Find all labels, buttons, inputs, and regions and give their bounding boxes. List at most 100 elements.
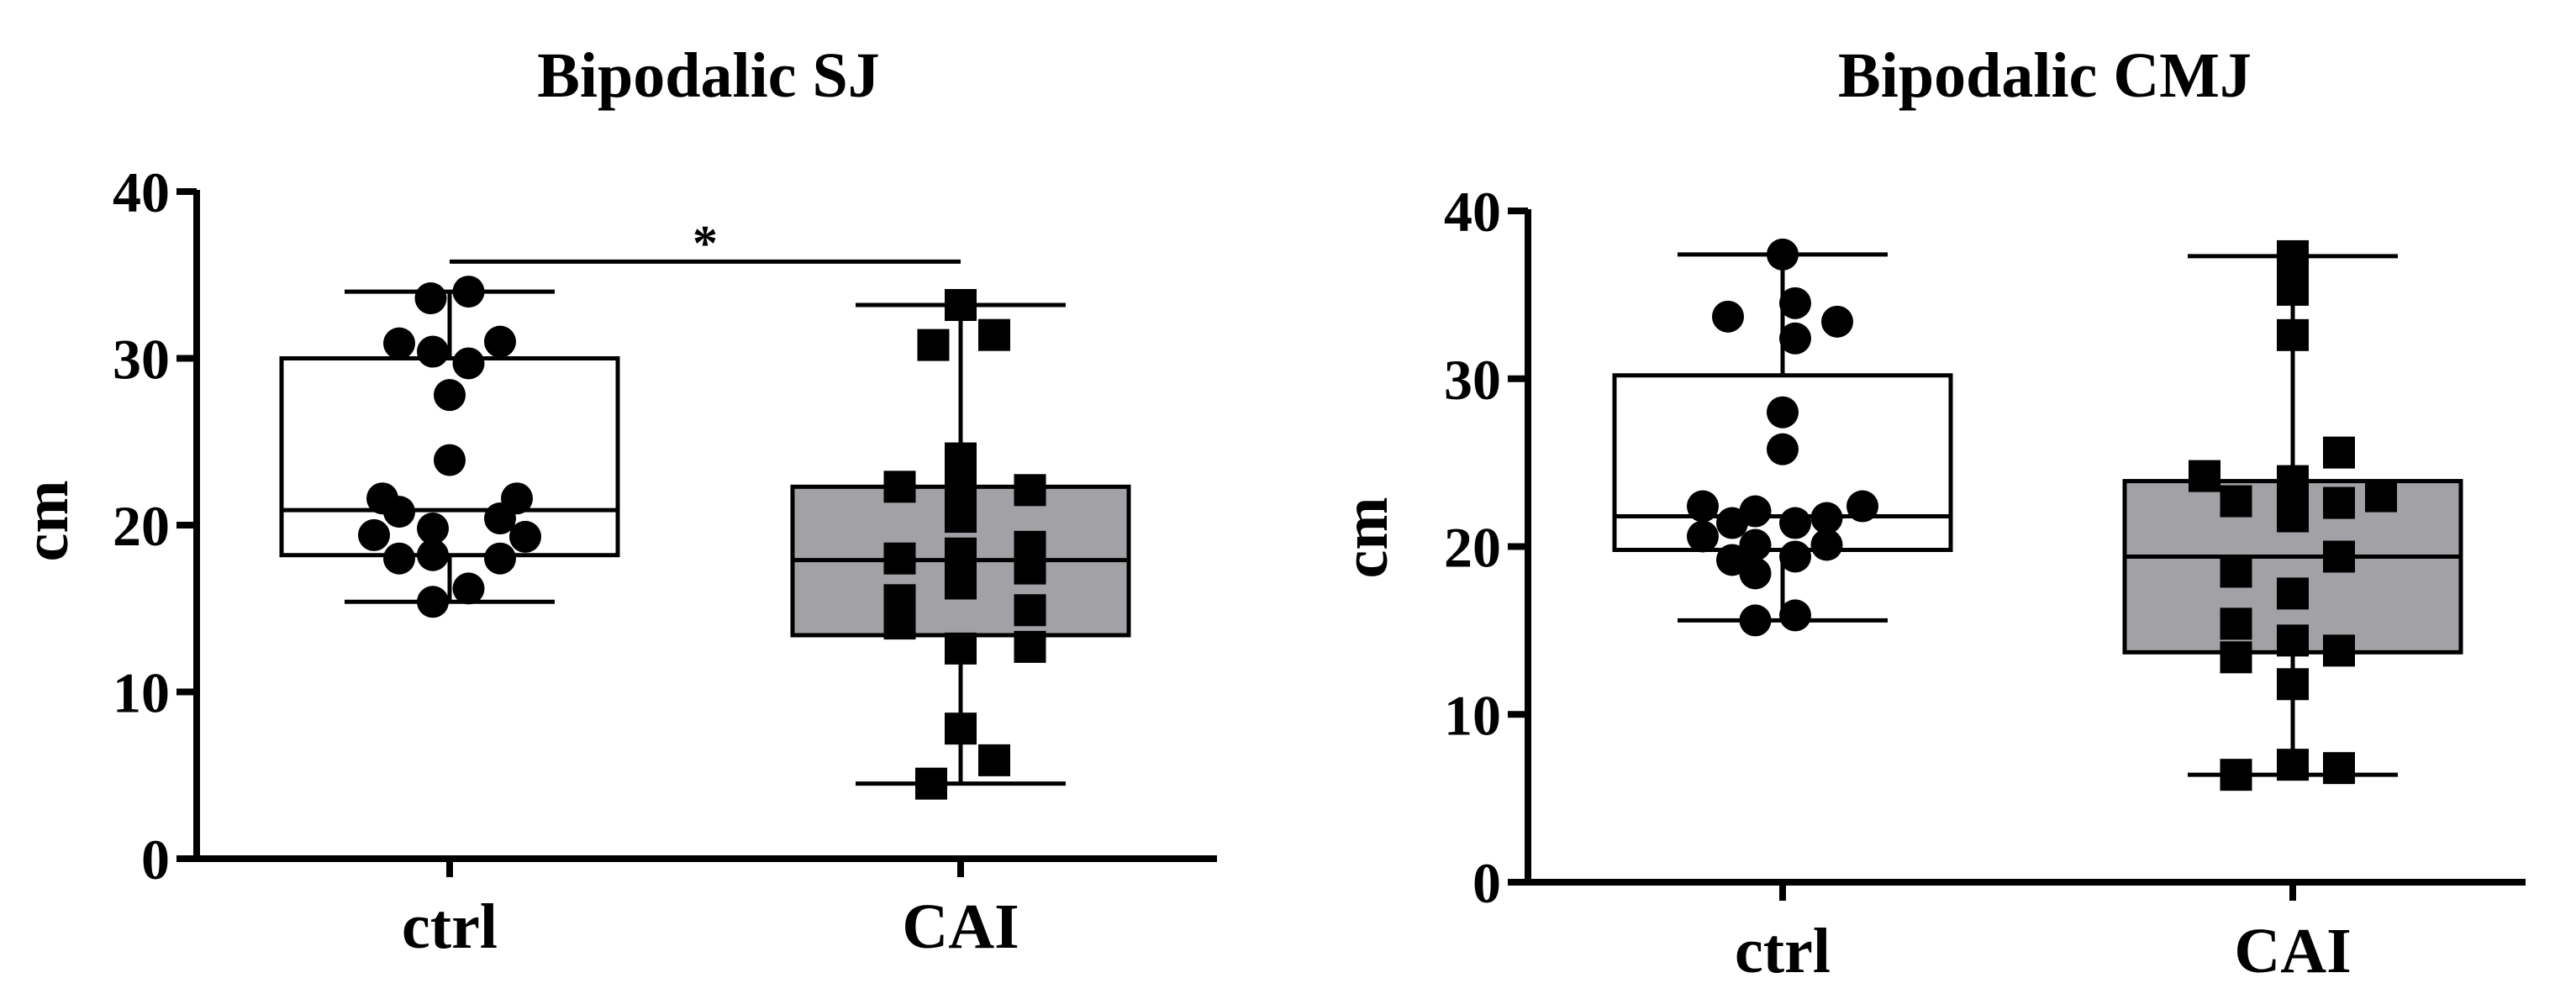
data-point — [945, 712, 977, 745]
panel-bipodalic-cmj: Bipodalic CMJ cm 0 10 20 30 40 ctrl CAI — [1330, 40, 2526, 986]
data-point — [945, 632, 977, 665]
data-point — [1014, 630, 1046, 663]
data-point — [1767, 396, 1799, 429]
data-point — [484, 542, 516, 575]
data-point — [915, 767, 947, 800]
data-point — [452, 276, 485, 308]
data-point — [1712, 300, 1744, 333]
data-point — [2220, 641, 2252, 674]
data-point — [1779, 322, 1811, 355]
data-point — [1739, 557, 1772, 590]
x-tick-label: CAI — [902, 891, 1019, 962]
data-point — [2220, 485, 2252, 518]
data-point — [978, 744, 1010, 776]
points-ctrl — [1687, 238, 1878, 637]
data-point — [434, 379, 466, 412]
data-point — [2220, 607, 2252, 640]
data-point — [2277, 577, 2309, 610]
data-point — [1739, 528, 1772, 561]
y-tick-label: 20 — [1444, 516, 1501, 580]
data-point — [2277, 624, 2309, 657]
data-point — [945, 472, 977, 505]
x-tick-label: ctrl — [1735, 916, 1831, 986]
data-point — [2189, 460, 2220, 492]
data-point — [2323, 540, 2355, 573]
chart-title: Bipodalic SJ — [537, 40, 880, 111]
data-point — [1687, 520, 1719, 553]
y-tick-label: 30 — [1444, 348, 1501, 412]
points-CAI — [883, 288, 1046, 800]
data-point — [2220, 555, 2252, 588]
points-CAI — [2189, 239, 2397, 791]
y-tick-label: 0 — [141, 828, 170, 891]
y-tick-label: 10 — [113, 661, 170, 725]
data-point — [509, 520, 541, 553]
y-tick-label: 0 — [1472, 851, 1501, 915]
data-point — [417, 539, 449, 571]
data-point — [1779, 287, 1811, 319]
data-point — [358, 518, 390, 551]
data-point — [383, 496, 415, 528]
data-point — [1810, 528, 1843, 561]
data-point — [2277, 749, 2309, 781]
data-point — [945, 288, 977, 321]
data-point — [945, 567, 977, 600]
data-point — [2323, 486, 2355, 519]
data-point — [883, 542, 916, 575]
significance-label: * — [693, 215, 718, 271]
data-point — [2323, 436, 2355, 469]
data-point — [1767, 433, 1799, 465]
y-axis-label: cm — [1330, 497, 1401, 578]
y-tick-label: 40 — [113, 160, 170, 224]
data-point — [414, 282, 447, 315]
data-point — [1821, 305, 1853, 338]
y-tick-label: 10 — [1444, 683, 1501, 747]
data-point — [1716, 544, 1748, 576]
data-point — [417, 335, 449, 368]
data-point — [1846, 490, 1878, 523]
data-point — [883, 607, 916, 640]
x-tick-label: ctrl — [402, 891, 498, 962]
data-point — [2365, 480, 2397, 513]
data-point — [2323, 752, 2355, 785]
data-point — [417, 586, 449, 618]
data-point — [2277, 668, 2309, 701]
data-point — [2323, 634, 2355, 667]
data-point — [501, 482, 533, 515]
y-tick-label: 30 — [113, 328, 170, 392]
y-axis-label: cm — [11, 480, 82, 561]
data-point — [1739, 604, 1772, 637]
data-point — [978, 318, 1010, 351]
data-point — [484, 325, 516, 358]
y-tick-label: 40 — [1444, 180, 1501, 244]
data-point — [434, 444, 466, 476]
points-ctrl — [358, 276, 541, 618]
data-point — [883, 471, 916, 503]
chart-title: Bipodalic CMJ — [1838, 40, 2252, 111]
data-point — [1779, 507, 1811, 539]
data-point — [417, 512, 449, 544]
data-point — [945, 501, 977, 534]
data-point — [1014, 594, 1046, 627]
data-point — [383, 542, 415, 575]
y-tick-label: 20 — [113, 494, 170, 558]
x-tick-label: CAI — [2234, 916, 2351, 986]
data-point — [2220, 759, 2252, 791]
data-point — [452, 572, 485, 605]
data-point — [2277, 273, 2309, 306]
data-point — [917, 329, 950, 361]
data-point — [452, 347, 485, 380]
data-point — [1014, 474, 1046, 507]
data-point — [1779, 540, 1811, 573]
data-point — [2277, 500, 2309, 533]
data-point — [1687, 490, 1719, 523]
data-point — [2277, 318, 2309, 351]
data-point — [1767, 238, 1799, 271]
data-point — [1810, 502, 1843, 534]
data-point — [1739, 495, 1772, 528]
panel-bipodalic-sj: Bipodalic SJ cm 0 10 20 30 40 ctrl CAI * — [11, 40, 1217, 962]
data-point — [1779, 599, 1811, 632]
data-point — [383, 327, 415, 360]
